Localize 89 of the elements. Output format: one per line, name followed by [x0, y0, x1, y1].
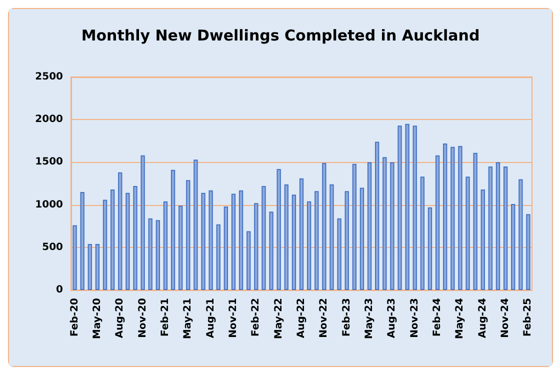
bar	[186, 180, 190, 290]
x-tick-label: Feb-21	[160, 298, 171, 336]
bar	[480, 189, 485, 290]
bar	[374, 142, 380, 290]
bar	[292, 194, 296, 290]
x-tick-label: Aug-20	[114, 298, 126, 338]
bar	[269, 212, 274, 290]
bar	[110, 189, 115, 290]
bar	[314, 191, 319, 290]
bar	[201, 192, 206, 290]
x-tick-label: Feb-23	[341, 298, 352, 336]
bar	[420, 176, 424, 290]
bar	[344, 191, 349, 290]
bar	[382, 157, 387, 290]
bar	[216, 224, 220, 290]
bar	[148, 218, 152, 290]
x-tick-label: Aug-21	[205, 298, 216, 338]
bar	[95, 244, 100, 290]
bar	[322, 163, 326, 290]
bar	[306, 201, 312, 290]
x-tick-label: May-21	[182, 298, 194, 339]
x-tick-label: Aug-23	[386, 298, 398, 338]
bar	[412, 126, 417, 290]
bar	[352, 164, 356, 290]
bar	[231, 194, 236, 290]
bar	[284, 184, 288, 290]
y-tick-label: 1000	[35, 199, 64, 210]
y-tick-label: 0	[56, 284, 64, 296]
bar	[102, 200, 108, 290]
bar	[330, 184, 334, 290]
bar	[194, 160, 198, 290]
x-tick-label: May-23	[364, 298, 376, 339]
bar	[526, 214, 530, 290]
x-tick-label: Feb-24	[432, 298, 444, 336]
x-tick-label: Nov-23	[409, 298, 420, 338]
bar	[360, 188, 364, 290]
bar	[262, 186, 266, 290]
bar	[133, 186, 138, 290]
x-tick-label: Feb-22	[250, 298, 262, 336]
bar	[367, 162, 372, 290]
bar	[458, 146, 462, 290]
x-tick-label: May-22	[273, 298, 284, 339]
x-tick-label: Aug-22	[296, 298, 307, 338]
bar	[466, 176, 470, 290]
bar	[398, 126, 402, 290]
bar	[428, 207, 432, 290]
x-tick-label: Nov-22	[318, 298, 330, 338]
bar	[443, 143, 448, 290]
x-tick-label: Feb-25	[522, 298, 534, 336]
bar	[178, 206, 183, 290]
bar	[163, 201, 168, 290]
x-tick-label: Aug-24	[477, 298, 488, 338]
bar	[246, 231, 251, 290]
bar	[450, 146, 455, 290]
y-tick-label: 2500	[35, 72, 64, 82]
chart-title: Monthly New Dwellings Completed in Auckland	[81, 26, 480, 44]
bar	[435, 155, 440, 290]
bar	[254, 203, 258, 290]
bar	[511, 204, 516, 290]
x-tick-label: May-24	[454, 298, 466, 339]
bar	[118, 172, 122, 290]
x-tick-label: Nov-20	[137, 298, 148, 338]
x-tick-label: Nov-21	[228, 298, 239, 338]
bar	[140, 155, 145, 290]
bar	[488, 166, 493, 290]
y-tick-label: 500	[42, 242, 64, 253]
y-tick-label: 2000	[35, 114, 64, 126]
bar	[496, 162, 500, 290]
bar	[170, 170, 176, 290]
x-tick-label: Feb-20	[69, 298, 80, 336]
bar	[276, 169, 281, 290]
bar	[72, 225, 77, 290]
bar	[238, 190, 244, 290]
bar	[390, 162, 394, 290]
bar	[405, 124, 410, 290]
bar	[224, 206, 228, 290]
bar	[518, 179, 523, 290]
bar	[299, 178, 304, 290]
bar	[80, 192, 84, 290]
bar	[208, 190, 213, 290]
bar	[156, 220, 160, 290]
bar	[503, 166, 508, 290]
bar	[337, 218, 342, 290]
bar	[126, 192, 130, 290]
x-tick-label: Nov-24	[500, 298, 512, 338]
y-tick-label: 1500	[35, 156, 64, 168]
x-tick-label: May-20	[92, 298, 103, 339]
bar	[473, 152, 478, 290]
bar	[88, 244, 92, 290]
